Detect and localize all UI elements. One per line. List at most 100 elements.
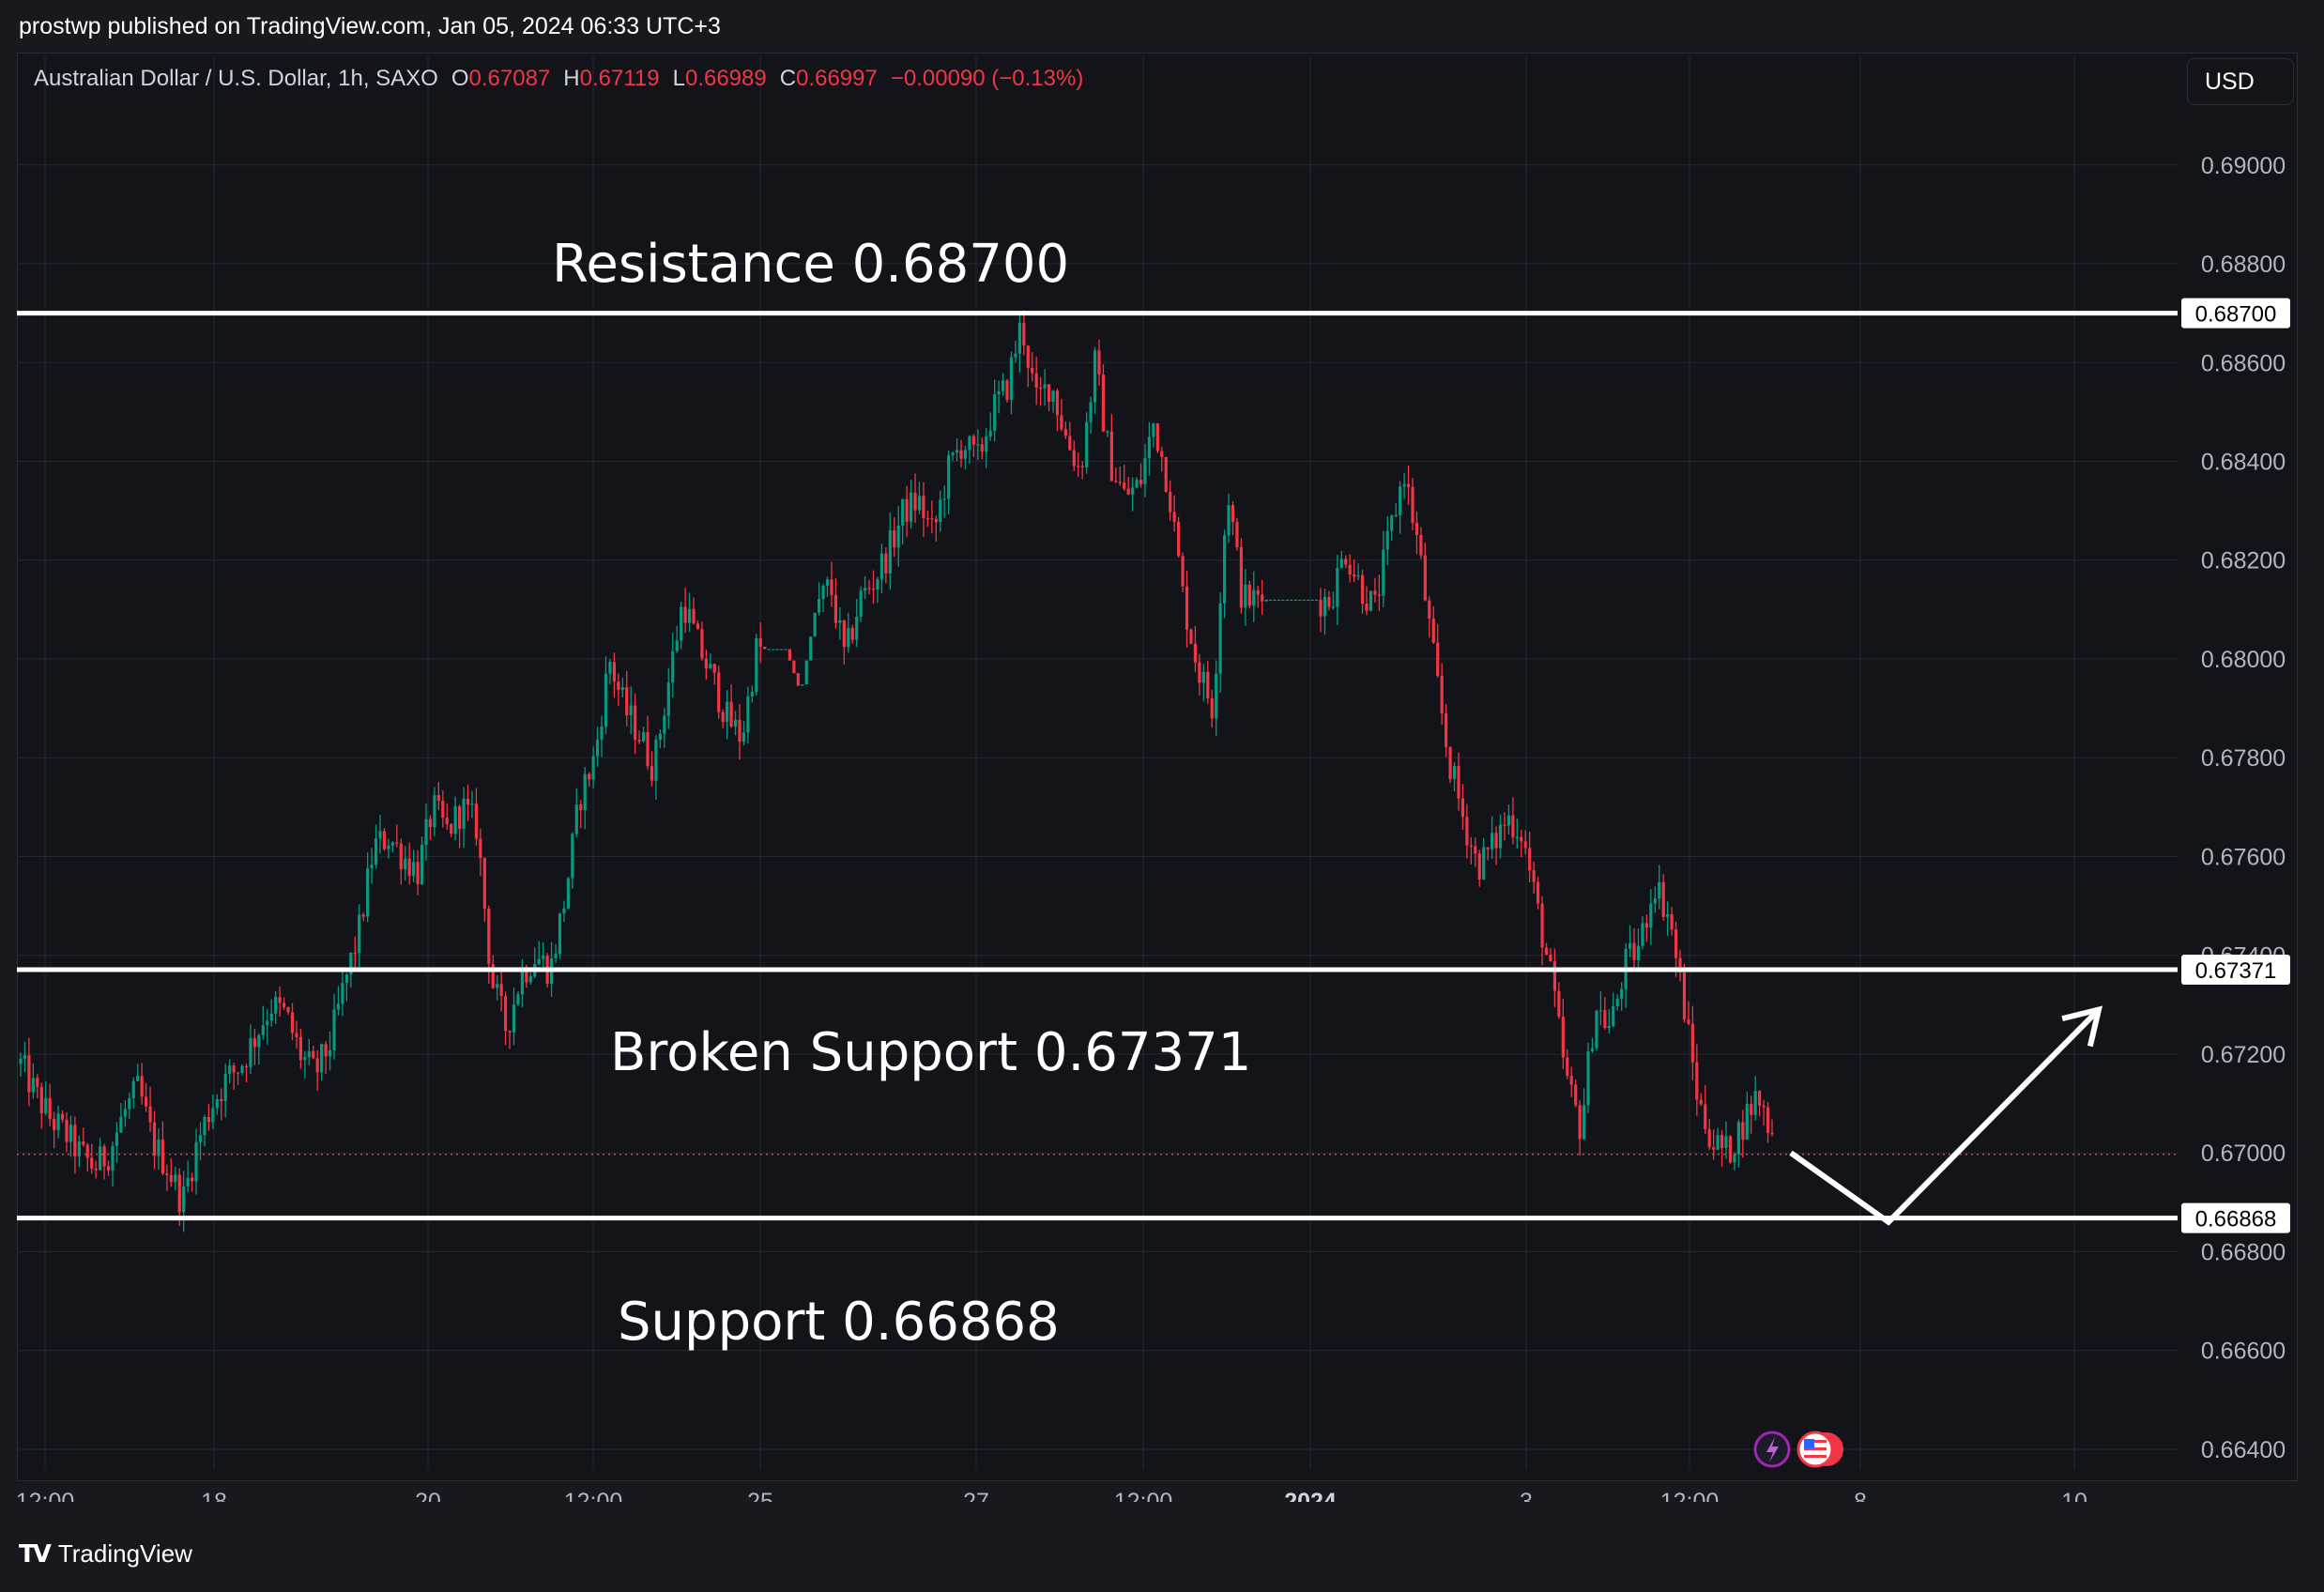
candle-body (1239, 546, 1244, 608)
candle-body (976, 444, 980, 446)
candle-body (654, 739, 658, 781)
candle-body (796, 673, 800, 686)
candle-body (1649, 903, 1653, 928)
candle-body (1658, 881, 1661, 899)
candle-body (290, 1012, 295, 1033)
candle-body (520, 970, 525, 995)
candle-body (1353, 574, 1356, 577)
candle-body (491, 963, 495, 988)
candle-body (1557, 990, 1561, 1018)
lightning-icon[interactable] (1753, 1431, 1791, 1468)
tradingview-logo[interactable]: TV TradingView (19, 1539, 192, 1569)
candle-body (1055, 390, 1060, 416)
annotations: Resistance 0.68700 Broken Support 0.67371… (552, 234, 1251, 1353)
candle-body (934, 518, 938, 523)
candle-body (1641, 923, 1644, 946)
candle-body (1201, 671, 1205, 683)
candle-body (1406, 483, 1411, 487)
candle-body (1373, 590, 1377, 595)
candle-body (801, 684, 804, 686)
candle-body (1482, 847, 1486, 880)
candle-body (879, 553, 884, 580)
support-price-tag: 0.66868 (2181, 1202, 2290, 1233)
currency-button[interactable]: USD (2187, 58, 2294, 105)
candle-body (1365, 604, 1368, 611)
candle-body (763, 647, 767, 650)
candle-body (1707, 1129, 1711, 1148)
candle-body (1114, 481, 1118, 482)
y-tick-label: 0.67600 (2201, 844, 2286, 870)
candle-body (1628, 942, 1632, 949)
candle-body (1695, 1062, 1699, 1100)
candle-body (1264, 599, 1268, 602)
candle-body (307, 1050, 311, 1058)
candle-body (1612, 1005, 1615, 1027)
candle-body (1231, 505, 1235, 523)
candle-body (1582, 1105, 1586, 1140)
candle-body (604, 673, 608, 727)
candle-body (220, 1098, 223, 1101)
projection-line[interactable] (1789, 1007, 2102, 1226)
candle-body (1636, 945, 1641, 960)
candle-body (583, 773, 587, 811)
chart-area[interactable] (17, 53, 2298, 1481)
candle-body (1022, 322, 1026, 346)
candle-body (1169, 491, 1172, 513)
candle-body (809, 636, 813, 661)
candle-body (634, 705, 637, 741)
candle-body (424, 819, 428, 845)
y-tick-label: 0.68000 (2201, 647, 2286, 673)
candle-body (595, 739, 600, 757)
candle-body (1368, 590, 1373, 611)
candle-body (1661, 881, 1665, 917)
candle-body (1402, 483, 1406, 487)
symbol-name: Australian Dollar / U.S. Dollar, 1h, SAX… (34, 66, 438, 91)
candle-body (617, 681, 620, 690)
candle-body (1457, 766, 1460, 799)
broken-support-price-tag-bg (2181, 954, 2290, 985)
candle-body (19, 1058, 23, 1064)
broken-support-price-tag: 0.67371 (2181, 954, 2290, 985)
candle-body (512, 1004, 516, 1033)
candle-body (755, 638, 758, 693)
candle-body (1477, 853, 1481, 880)
candle-body (433, 795, 436, 828)
candle-body (1741, 1122, 1745, 1140)
candle-body (818, 599, 821, 613)
candle-body (980, 444, 984, 452)
candle-body (1678, 957, 1682, 973)
high-label: H (563, 66, 580, 91)
candle-body (750, 692, 754, 696)
us-flag-icon[interactable] (1797, 1431, 1843, 1468)
candle-body (1344, 559, 1348, 565)
event-icons[interactable] (1753, 1431, 1843, 1468)
levels (17, 311, 2178, 1221)
candle-body (1123, 482, 1126, 489)
candle-body (23, 1055, 27, 1059)
candle-body (358, 914, 361, 954)
candle-body (274, 997, 278, 1014)
candle-body (111, 1145, 115, 1171)
candle-body (1653, 898, 1657, 904)
candle-body (1210, 698, 1214, 719)
candle-body (123, 1109, 127, 1117)
candle-body (1185, 586, 1189, 630)
candle-body (453, 806, 457, 834)
candle-body (1356, 574, 1360, 577)
candle-body (1498, 824, 1503, 849)
candle-body (90, 1157, 94, 1169)
candle-body (1152, 423, 1155, 437)
candle-body (1569, 1076, 1573, 1085)
candle-body (859, 590, 863, 617)
candle-body (612, 662, 616, 682)
candle-body (1469, 845, 1473, 847)
candle-body (1394, 514, 1398, 516)
candle-body (236, 1072, 240, 1074)
candle-body (1537, 881, 1540, 904)
candle-body (884, 553, 888, 574)
candle-body (658, 733, 662, 740)
candle-body (53, 1119, 56, 1130)
candle-body (988, 430, 992, 436)
candle-body (378, 831, 382, 839)
